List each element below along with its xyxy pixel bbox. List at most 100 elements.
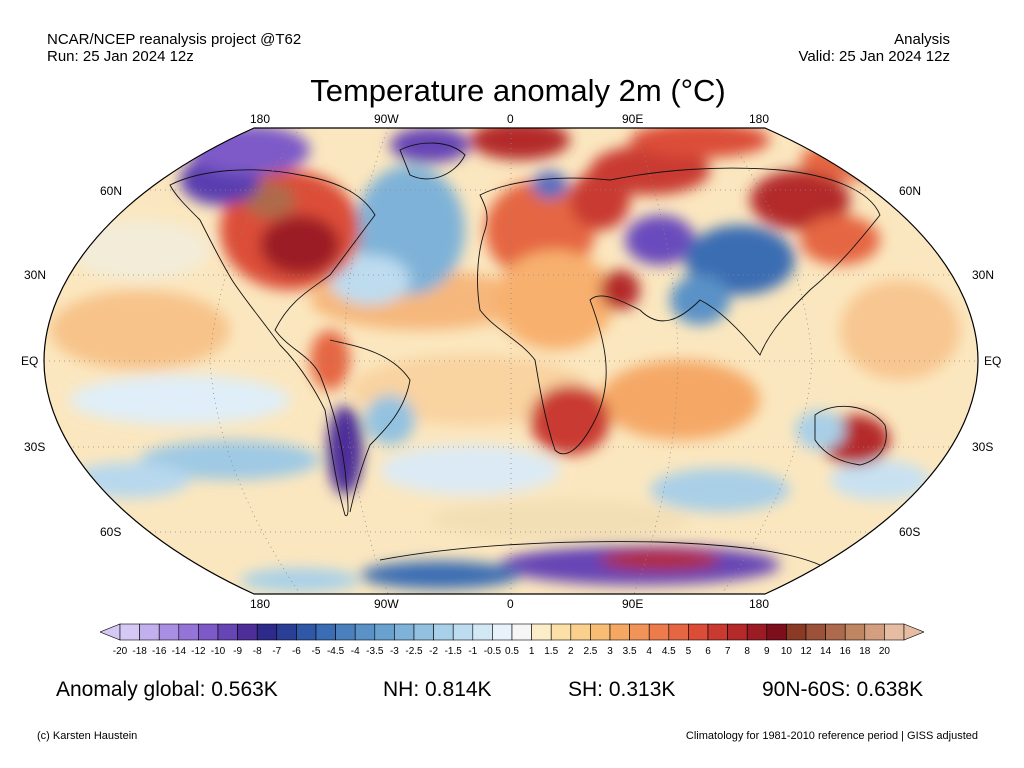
colorbar-tick-label: -2.5 [405,646,423,657]
colorbar-max-arrow [903,623,924,641]
colorbar-tick-label: -7 [272,646,282,657]
colorbar-swatch [590,623,611,641]
colorbar-swatch [805,623,826,641]
colorbar-tick-label: 1 [528,646,535,657]
colorbar-tick-label: -12 [191,646,206,657]
anomaly-global: Anomaly global: 0.563K [56,678,278,701]
colorbar-tick-label: -8 [252,646,262,657]
colorbar-swatch [335,623,356,641]
anomaly-nh: NH: 0.814K [383,678,492,701]
colorbar-tick-label: 12 [800,646,812,657]
colorbar-swatch [276,623,297,641]
colorbar-swatch [570,623,591,641]
colorbar-tick-label: -1.5 [444,646,462,657]
colorbar-tick-label: 16 [839,646,851,657]
colorbar-swatch [354,623,376,641]
colorbar-swatch [511,623,532,641]
colorbar-tick-label: 4 [646,646,652,657]
credit: (c) Karsten Haustein [37,730,138,742]
colorbar-swatch [394,623,415,641]
colorbar-swatch [492,623,513,641]
colorbar-swatch [648,623,670,641]
colorbar-tick-label: -3.5 [366,646,384,657]
colorbar-swatch [178,623,199,641]
colorbar-tick-label: 2.5 [583,646,598,657]
lat-label-left-eq: EQ [21,354,39,368]
colorbar-swatch [825,623,846,641]
colorbar-tick-label: 9 [764,646,770,657]
colorbar-swatch [629,623,650,641]
colorbar-tick-label: -4.5 [326,646,345,657]
colorbar-swatch [315,623,336,641]
colorbar-swatch [374,623,395,641]
colorbar-tick-label: -0.5 [483,646,502,657]
colorbar-tick-label: -14 [171,646,187,657]
colorbar-swatch [139,623,160,641]
colorbar-swatch [609,623,630,641]
lat-label-right-60s: 60S [899,525,921,539]
colorbar-swatch [119,623,140,641]
colorbar-tick-label: 1.5 [544,646,559,657]
colorbar-tick-label: -10 [210,646,226,657]
colorbar-tick-label: -20 [112,646,128,657]
colorbar-swatch [198,623,219,641]
colorbar-tick-label: 4.5 [661,646,676,657]
colorbar-tick-label: -3 [389,646,399,657]
colorbar-swatch [844,623,866,641]
lat-label-right-eq: EQ [984,354,1002,368]
lon-label-top-1: 180 [250,112,271,126]
colorbar-swatch [452,623,474,641]
colorbar-swatch [158,623,180,641]
colorbar-tick-label: 10 [780,646,792,657]
colorbar-tick-label: 18 [859,646,871,657]
colorbar-swatch [472,623,493,641]
colorbar-tick-label: -5 [311,646,321,657]
colorbar-min-arrow [100,623,121,641]
climatology-note: Climatology for 1981-2010 reference peri… [685,730,978,742]
colorbar-swatch [707,623,728,641]
lat-label-right-30n: 30N [972,268,995,282]
lon-label-top-4: 90E [622,112,644,126]
colorbar-swatch [413,623,434,641]
colorbar-swatch [786,623,807,641]
lat-label-right-60n: 60N [899,184,922,198]
colorbar-tick-label: 7 [724,646,731,657]
lat-label-left-30s: 30S [24,440,46,454]
coastlines [169,142,887,566]
source-line: NCAR/NCEP reanalysis project @T62 [47,31,302,48]
lon-label-bottom-5: 180 [749,597,770,611]
colorbar-tick-label: -6 [291,646,301,657]
lon-label-top-5: 180 [749,112,770,126]
colorbar-swatch [727,623,748,641]
colorbar-tick-label: 6 [705,646,711,657]
colorbar-swatch [256,623,278,641]
colorbar-swatch [237,623,258,641]
lat-label-left-60s: 60S [100,525,122,539]
colorbar-swatch [550,623,572,641]
map-frame [43,127,979,595]
run-line: Run: 25 Jan 2024 12z [47,48,194,65]
colorbar-tick-label: -18 [132,646,147,657]
colorbar-tick-label: -2 [429,646,439,657]
temperature-anomaly-map [43,127,979,595]
colorbar-swatch [884,623,905,641]
lat-label-left-60n: 60N [100,184,123,198]
colorbar-swatch [296,623,317,641]
colorbar-swatch [668,623,689,641]
colorbar-tick-label: 3.5 [622,646,637,657]
lat-label-right-30s: 30S [972,440,994,454]
colorbar [100,623,924,641]
colorbar-tick-label: 20 [878,646,890,657]
colorbar-tick-label: 0.5 [505,646,519,657]
anomaly-sh: SH: 0.313K [568,678,676,701]
colorbar-tick-label: 8 [744,646,750,657]
colorbar-tick-label: 2 [568,646,574,657]
colorbar-tick-label: -9 [233,646,243,657]
anomaly-90n-60s: 90N-60S: 0.638K [762,678,924,701]
colorbar-tick-label: 14 [820,646,832,657]
graticule [44,128,978,594]
valid-line: Valid: 25 Jan 2024 12z [798,48,950,65]
colorbar-tick-label: 3 [607,646,613,657]
anomaly-field [44,128,978,594]
lon-label-bottom-4: 90E [622,597,644,611]
